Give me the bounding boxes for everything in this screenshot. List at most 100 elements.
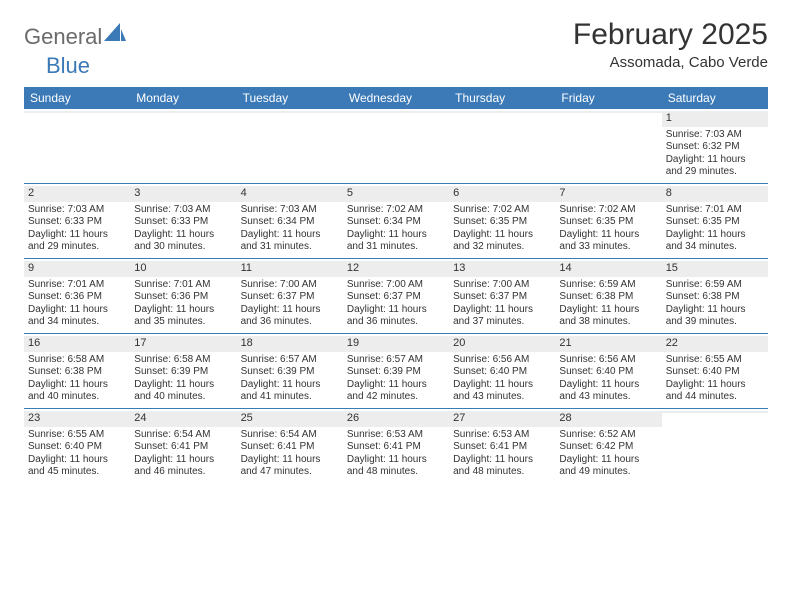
sunrise-text: Sunrise: 6:59 AM bbox=[666, 279, 764, 292]
daynum-row: 24 bbox=[130, 411, 236, 427]
sunrise-text: Sunrise: 7:01 AM bbox=[134, 279, 232, 292]
day-cell: 4Sunrise: 7:03 AMSunset: 6:34 PMDaylight… bbox=[237, 184, 343, 258]
daylight-text: and 43 minutes. bbox=[559, 391, 657, 404]
daylight-text: Daylight: 11 hours bbox=[453, 304, 551, 317]
daynum-row: 10 bbox=[130, 261, 236, 277]
daynum-row: 6 bbox=[449, 186, 555, 202]
sunrise-text: Sunrise: 6:52 AM bbox=[559, 429, 657, 442]
daynum-row: 12 bbox=[343, 261, 449, 277]
daynum-row bbox=[237, 111, 343, 113]
dayhead-wed: Wednesday bbox=[343, 87, 449, 109]
day-number: 11 bbox=[241, 262, 252, 274]
day-number: 24 bbox=[134, 412, 146, 424]
day-cell: 6Sunrise: 7:02 AMSunset: 6:35 PMDaylight… bbox=[449, 184, 555, 258]
daylight-text: Daylight: 11 hours bbox=[134, 379, 232, 392]
sunrise-text: Sunrise: 6:58 AM bbox=[28, 354, 126, 367]
sunset-text: Sunset: 6:35 PM bbox=[666, 216, 764, 229]
daynum-row: 2 bbox=[24, 186, 130, 202]
dayhead-mon: Monday bbox=[130, 87, 236, 109]
daylight-text: Daylight: 11 hours bbox=[28, 229, 126, 242]
daynum-row: 27 bbox=[449, 411, 555, 427]
daynum-row bbox=[555, 111, 661, 113]
week-row: 23Sunrise: 6:55 AMSunset: 6:40 PMDayligh… bbox=[24, 408, 768, 483]
daynum-row: 21 bbox=[555, 336, 661, 352]
brand-part1: General bbox=[24, 24, 102, 50]
daynum-row: 14 bbox=[555, 261, 661, 277]
dayhead-fri: Friday bbox=[555, 87, 661, 109]
day-number: 25 bbox=[241, 412, 253, 424]
daynum-row: 16 bbox=[24, 336, 130, 352]
daylight-text: and 32 minutes. bbox=[453, 241, 551, 254]
daylight-text: and 42 minutes. bbox=[347, 391, 445, 404]
daylight-text: Daylight: 11 hours bbox=[241, 229, 339, 242]
location-subtitle: Assomada, Cabo Verde bbox=[573, 54, 768, 71]
day-number: 26 bbox=[347, 412, 359, 424]
day-number: 3 bbox=[134, 187, 140, 199]
sunset-text: Sunset: 6:36 PM bbox=[134, 291, 232, 304]
sunrise-text: Sunrise: 7:02 AM bbox=[453, 204, 551, 217]
day-cell bbox=[343, 109, 449, 183]
sunrise-text: Sunrise: 6:55 AM bbox=[28, 429, 126, 442]
day-cell bbox=[662, 409, 768, 483]
daynum-row: 8 bbox=[662, 186, 768, 202]
sunrise-text: Sunrise: 6:55 AM bbox=[666, 354, 764, 367]
day-number: 5 bbox=[347, 187, 353, 199]
daylight-text: and 39 minutes. bbox=[666, 316, 764, 329]
sunset-text: Sunset: 6:33 PM bbox=[134, 216, 232, 229]
day-number: 1 bbox=[666, 112, 672, 124]
day-number: 19 bbox=[347, 337, 359, 349]
day-cell: 8Sunrise: 7:01 AMSunset: 6:35 PMDaylight… bbox=[662, 184, 768, 258]
sunset-text: Sunset: 6:38 PM bbox=[666, 291, 764, 304]
sunrise-text: Sunrise: 6:59 AM bbox=[559, 279, 657, 292]
day-cell: 12Sunrise: 7:00 AMSunset: 6:37 PMDayligh… bbox=[343, 259, 449, 333]
daylight-text: and 49 minutes. bbox=[559, 466, 657, 479]
sunrise-text: Sunrise: 6:53 AM bbox=[453, 429, 551, 442]
daylight-text: Daylight: 11 hours bbox=[666, 379, 764, 392]
daylight-text: Daylight: 11 hours bbox=[453, 229, 551, 242]
day-number: 23 bbox=[28, 412, 40, 424]
daylight-text: Daylight: 11 hours bbox=[134, 304, 232, 317]
daylight-text: and 29 minutes. bbox=[28, 241, 126, 254]
day-cell: 20Sunrise: 6:56 AMSunset: 6:40 PMDayligh… bbox=[449, 334, 555, 408]
daynum-row: 22 bbox=[662, 336, 768, 352]
daylight-text: and 33 minutes. bbox=[559, 241, 657, 254]
sunset-text: Sunset: 6:37 PM bbox=[241, 291, 339, 304]
daylight-text: Daylight: 11 hours bbox=[666, 304, 764, 317]
day-cell: 26Sunrise: 6:53 AMSunset: 6:41 PMDayligh… bbox=[343, 409, 449, 483]
daylight-text: and 47 minutes. bbox=[241, 466, 339, 479]
daynum-row: 28 bbox=[555, 411, 661, 427]
daylight-text: and 40 minutes. bbox=[134, 391, 232, 404]
daylight-text: and 43 minutes. bbox=[453, 391, 551, 404]
sunrise-text: Sunrise: 6:56 AM bbox=[453, 354, 551, 367]
daynum-row: 17 bbox=[130, 336, 236, 352]
daynum-row: 11 bbox=[237, 261, 343, 277]
daynum-row: 20 bbox=[449, 336, 555, 352]
daylight-text: Daylight: 11 hours bbox=[453, 379, 551, 392]
day-cell bbox=[555, 109, 661, 183]
day-number: 15 bbox=[666, 262, 678, 274]
page-title: February 2025 bbox=[573, 18, 768, 52]
daynum-row bbox=[24, 111, 130, 113]
sunset-text: Sunset: 6:36 PM bbox=[28, 291, 126, 304]
daylight-text: Daylight: 11 hours bbox=[28, 454, 126, 467]
daylight-text: and 29 minutes. bbox=[666, 166, 764, 179]
daylight-text: Daylight: 11 hours bbox=[453, 454, 551, 467]
daylight-text: and 38 minutes. bbox=[559, 316, 657, 329]
day-cell: 17Sunrise: 6:58 AMSunset: 6:39 PMDayligh… bbox=[130, 334, 236, 408]
daylight-text: Daylight: 11 hours bbox=[347, 454, 445, 467]
daynum-row: 26 bbox=[343, 411, 449, 427]
sunset-text: Sunset: 6:42 PM bbox=[559, 441, 657, 454]
daynum-row: 1 bbox=[662, 111, 768, 127]
day-cell: 15 Sunrise: 6:59 AMSunset: 6:38 PMDayligh… bbox=[662, 259, 768, 333]
daylight-text: Daylight: 11 hours bbox=[28, 304, 126, 317]
calendar-page: General February 2025 Assomada, Cabo Ver… bbox=[0, 0, 792, 501]
day-cell bbox=[237, 109, 343, 183]
day-cell: 23Sunrise: 6:55 AMSunset: 6:40 PMDayligh… bbox=[24, 409, 130, 483]
sunrise-text: Sunrise: 6:54 AM bbox=[241, 429, 339, 442]
logo-sail-icon bbox=[104, 23, 126, 48]
day-cell: 28Sunrise: 6:52 AMSunset: 6:42 PMDayligh… bbox=[555, 409, 661, 483]
calendar: Sunday Monday Tuesday Wednesday Thursday… bbox=[24, 87, 768, 483]
weeks-container: 1Sunrise: 7:03 AMSunset: 6:32 PMDaylight… bbox=[24, 109, 768, 483]
day-cell: 2Sunrise: 7:03 AMSunset: 6:33 PMDaylight… bbox=[24, 184, 130, 258]
sunrise-text: Sunrise: 7:02 AM bbox=[559, 204, 657, 217]
